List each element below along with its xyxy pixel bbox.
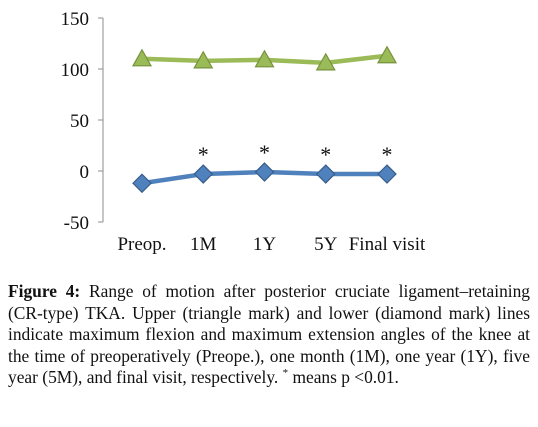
y-tick-label: -50 <box>64 213 89 234</box>
range-of-motion-chart: 150 100 50 0 -50 Preop. 1M 1Y 5Y Final visit * * * * <box>61 9 426 255</box>
diamond-marker <box>193 164 214 184</box>
diamond-marker <box>254 162 275 182</box>
diamond-marker <box>315 164 336 184</box>
significance-star: * <box>198 142 209 167</box>
x-tick-label: 1M <box>190 234 217 255</box>
triangle-marker <box>376 45 398 64</box>
x-tick-label: Final visit <box>349 234 426 255</box>
caption-significance-symbol: * <box>282 367 289 380</box>
significance-star: * <box>382 142 393 167</box>
y-tick-label: 0 <box>80 162 90 183</box>
caption-text: Range of motion after posterior cruciate… <box>8 281 530 387</box>
figure-label: Figure 4: <box>8 281 81 301</box>
figure-caption: Figure 4: Range of motion after posterio… <box>8 281 530 389</box>
significance-star: * <box>259 140 270 165</box>
significance-star: * <box>320 142 331 167</box>
x-tick-label: 5Y <box>314 234 338 255</box>
triangle-marker <box>131 48 153 67</box>
triangle-marker <box>315 52 336 71</box>
diamond-marker <box>377 164 397 184</box>
caption-significance-text: means p <0.01. <box>288 367 399 387</box>
triangle-marker <box>254 49 275 68</box>
diamond-marker <box>132 173 152 194</box>
y-tick-label: 50 <box>70 111 89 132</box>
y-tick-label: 100 <box>61 60 90 81</box>
triangle-marker <box>193 50 214 69</box>
x-tick-label: Preop. <box>117 234 166 255</box>
y-tick-label: 150 <box>61 9 90 30</box>
x-tick-label: 1Y <box>253 234 277 255</box>
